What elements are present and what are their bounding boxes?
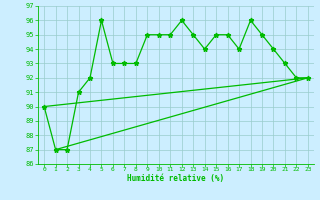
X-axis label: Humidité relative (%): Humidité relative (%) (127, 174, 225, 183)
